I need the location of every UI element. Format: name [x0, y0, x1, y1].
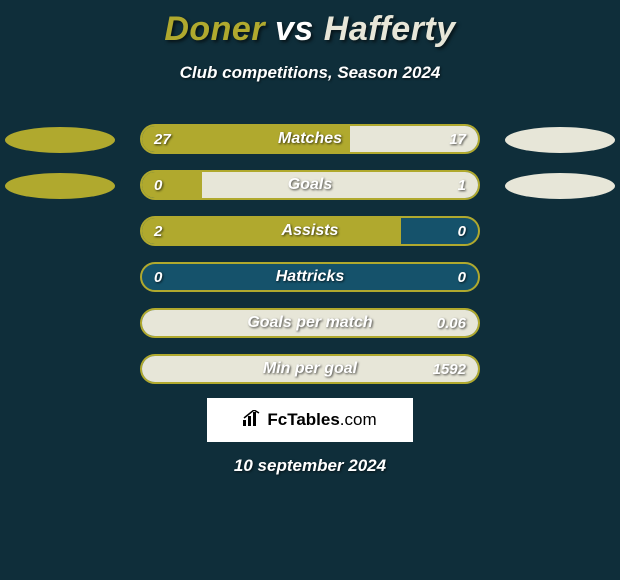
stat-row: Goals01	[0, 164, 620, 210]
stat-bar: Hattricks0 0	[140, 262, 480, 292]
stat-bar: Min per goal1592	[140, 354, 480, 384]
date-text: 10 september 2024	[0, 456, 620, 476]
stat-row: Hattricks0 0	[0, 256, 620, 302]
player2-ellipse	[505, 173, 615, 199]
stat-row: Matches2717	[0, 118, 620, 164]
stat-bar: Goals per match0.06	[140, 308, 480, 338]
chart-icon	[243, 410, 261, 431]
stat-value-player2: 0	[458, 264, 466, 290]
comparison-container: Matches2717Goals01Assists20Hattricks00Go…	[0, 118, 620, 394]
footer-brand-suffix: .com	[340, 410, 377, 429]
bar-fill-player1	[142, 172, 202, 198]
vs-text: vs	[275, 10, 314, 48]
bar-fill-player1	[142, 126, 350, 152]
player1-ellipse	[5, 173, 115, 199]
player2-name: Hafferty	[324, 10, 456, 48]
bar-fill-player2	[142, 356, 478, 382]
stat-label: Hattricks	[142, 264, 478, 290]
bar-fill-player2	[202, 172, 478, 198]
footer-brand: FcTables.com	[267, 410, 376, 430]
subtitle: Club competitions, Season 2024	[0, 63, 620, 83]
stat-value-player2: 0	[458, 218, 466, 244]
stat-bar: Assists20	[140, 216, 480, 246]
stat-row: Goals per match0.06	[0, 302, 620, 348]
footer-brand-main: FcTables	[267, 410, 339, 429]
footer-badge: FcTables.com	[207, 398, 413, 442]
bar-fill-player2	[350, 126, 478, 152]
stat-row: Min per goal1592	[0, 348, 620, 394]
bar-fill-player1	[142, 218, 401, 244]
player1-ellipse	[5, 127, 115, 153]
stat-bar: Goals01	[140, 170, 480, 200]
player1-name: Doner	[164, 10, 265, 48]
player2-ellipse	[505, 127, 615, 153]
bar-fill-player2	[142, 310, 478, 336]
stat-bar: Matches2717	[140, 124, 480, 154]
page-title: Doner vs Hafferty	[0, 0, 620, 49]
stat-value-player1: 0	[154, 264, 162, 290]
stat-row: Assists20	[0, 210, 620, 256]
